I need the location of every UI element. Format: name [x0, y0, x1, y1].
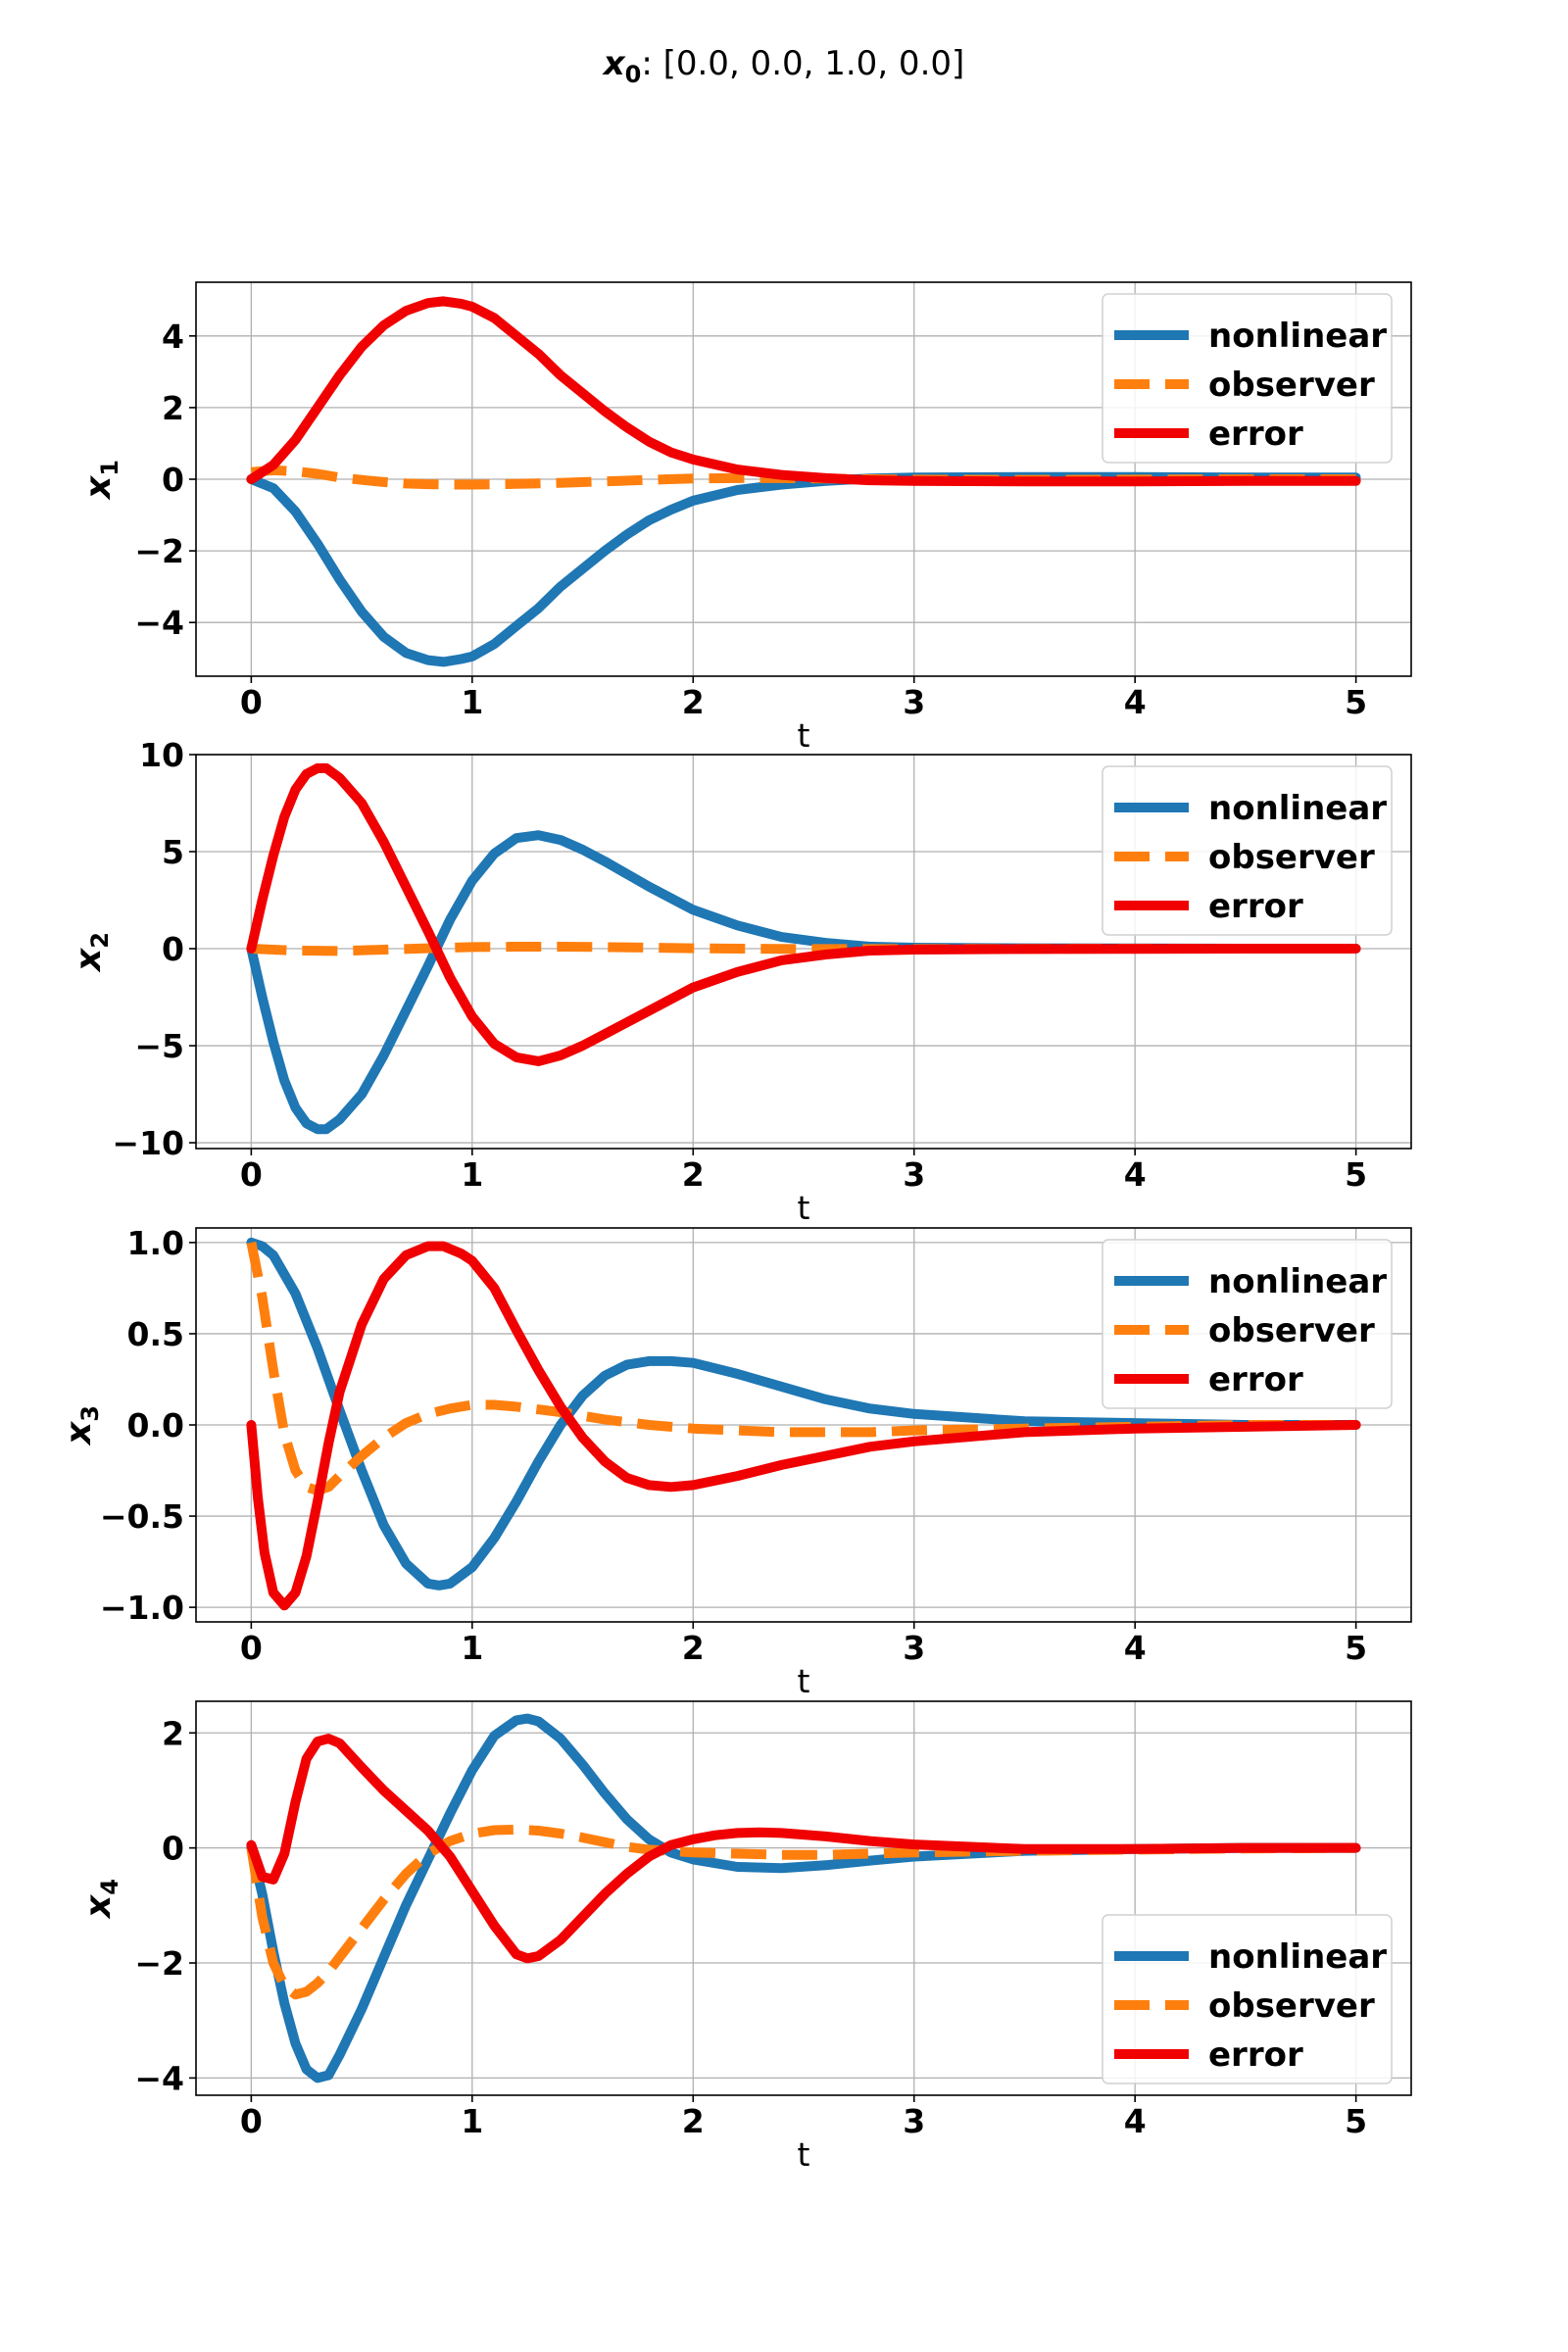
legend: nonlinear observer error	[1102, 293, 1393, 464]
series-line-error	[246, 296, 1361, 487]
x-tick-label: 4	[1124, 1629, 1147, 1667]
x-tick-label: 2	[682, 2102, 705, 2140]
y-axis-label-subscript: 2	[86, 932, 114, 949]
legend-label-nonlinear: nonlinear	[1208, 1937, 1387, 1977]
x-tick-label: 0	[240, 1629, 263, 1667]
x-tick-label: 1	[461, 683, 483, 721]
series-line-nonlinear	[246, 1237, 1361, 1591]
y-tick-label: −4	[134, 604, 184, 642]
x-tick-label: 2	[682, 1629, 705, 1667]
series-line-nonlinear	[246, 830, 1361, 1135]
y-axis-label: x1	[78, 460, 123, 501]
figure-title: x0: [0.0, 0.0, 1.0, 0.0]	[602, 44, 965, 88]
y-tick-label: 4	[162, 318, 184, 356]
x-tick-label: 0	[240, 683, 263, 721]
x-axis-label: t	[798, 2135, 810, 2174]
x-tick-label: 4	[1124, 683, 1147, 721]
x-tick-label: 3	[903, 1629, 925, 1667]
legend-label-error: error	[1208, 1360, 1303, 1399]
legend-label-error: error	[1208, 2035, 1303, 2075]
x-tick-label: 3	[903, 1155, 925, 1194]
x-tick-label: 1	[461, 2102, 483, 2140]
legend-label-nonlinear: nonlinear	[1208, 1262, 1387, 1301]
x-tick-label: 0	[240, 1155, 263, 1194]
x-tick-label: 5	[1345, 2102, 1367, 2140]
x-tick-label: 1	[461, 1629, 483, 1667]
x-axis-label: t	[798, 1662, 810, 1700]
y-tick-label: 10	[139, 736, 184, 774]
y-tick-label: −2	[134, 532, 184, 570]
y-axis-label-symbol: x	[59, 1420, 99, 1446]
y-axis-label-symbol: x	[78, 1893, 119, 1920]
legend-label-observer: observer	[1208, 1311, 1375, 1350]
y-tick-label: −0.5	[100, 1497, 184, 1536]
x-axis-label: t	[798, 1189, 810, 1227]
y-tick-label: 0	[162, 930, 184, 968]
y-tick-label: −1.0	[100, 1589, 184, 1627]
legend-label-error: error	[1208, 887, 1303, 926]
x-tick-label: 3	[903, 683, 925, 721]
title-symbol: x	[602, 44, 626, 83]
y-axis-label-symbol: x	[78, 474, 119, 501]
y-tick-label: 5	[162, 833, 184, 871]
x-tick-label: 3	[903, 2102, 925, 2140]
y-axis-label: x3	[59, 1405, 104, 1446]
x-tick-label: 5	[1345, 1155, 1367, 1194]
series-line-error	[246, 1734, 1361, 1964]
x-tick-label: 4	[1124, 2102, 1147, 2140]
x-tick-label: 4	[1124, 1155, 1147, 1194]
x-tick-label: 5	[1345, 683, 1367, 721]
legend: nonlinear observer error	[1102, 1914, 1393, 2084]
legend: nonlinear observer error	[1102, 1239, 1393, 1409]
axes-frame	[195, 1700, 1412, 2096]
x-tick-label: 0	[240, 2102, 263, 2140]
y-tick-label: −10	[112, 1124, 184, 1162]
axes-frame	[195, 754, 1412, 1150]
legend-label-error: error	[1208, 415, 1303, 454]
legend-label-nonlinear: nonlinear	[1208, 789, 1387, 828]
y-tick-label: 0	[162, 1830, 184, 1868]
y-tick-label: −4	[134, 2059, 184, 2097]
x-tick-label: 5	[1345, 1629, 1367, 1667]
legend-label-observer: observer	[1208, 366, 1375, 405]
series-line-error	[246, 1241, 1361, 1611]
y-tick-label: 2	[162, 389, 184, 427]
y-axis-label: x4	[78, 1879, 123, 1920]
series-line-nonlinear	[246, 1713, 1361, 2083]
title-subscript: 0	[625, 61, 642, 88]
y-tick-label: 0	[162, 461, 184, 499]
x-tick-label: 1	[461, 1155, 483, 1194]
legend-label-observer: observer	[1208, 1986, 1375, 2026]
legend: nonlinear observer error	[1102, 765, 1393, 936]
legend-label-observer: observer	[1208, 838, 1375, 877]
title-value: : [0.0, 0.0, 1.0, 0.0]	[641, 44, 964, 83]
y-axis-label-subscript: 1	[96, 460, 123, 476]
series-line-error	[246, 762, 1361, 1066]
y-tick-label: 1.0	[127, 1224, 184, 1262]
x-axis-label: t	[798, 716, 810, 755]
series-line-observer	[246, 1824, 1356, 2000]
x-tick-label: 2	[682, 683, 705, 721]
y-tick-label: 0.0	[127, 1406, 184, 1445]
x-tick-label: 2	[682, 1155, 705, 1194]
y-axis-label-subscript: 4	[96, 1879, 123, 1895]
y-axis-label-subscript: 3	[76, 1405, 104, 1422]
subplot-3: 0 1 2 3 4 5−1.0−0.50.00.51.0tx3nonlinearobser…	[59, 1224, 1412, 1700]
y-axis-label-symbol: x	[69, 947, 109, 973]
legend-label-nonlinear: nonlinear	[1208, 317, 1387, 356]
y-axis-label: x2	[69, 932, 114, 973]
y-tick-label: 2	[162, 1714, 184, 1752]
y-tick-label: −2	[134, 1944, 184, 1983]
y-tick-label: 0.5	[127, 1315, 184, 1353]
y-tick-label: −5	[134, 1027, 184, 1065]
